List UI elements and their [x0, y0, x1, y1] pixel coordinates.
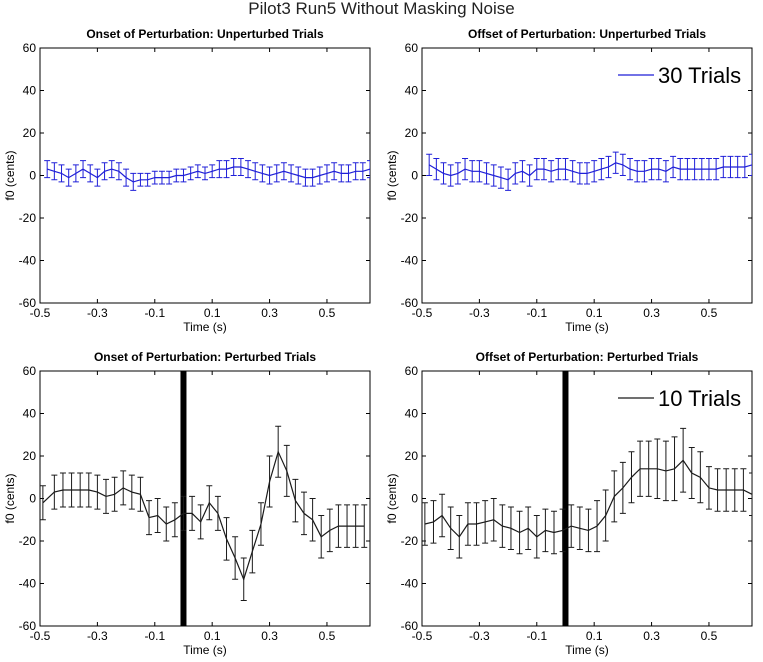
x-tick-label: -0.1	[144, 306, 165, 320]
error-bar	[749, 153, 752, 176]
y-tick-label: 60	[23, 41, 37, 55]
y-tick-label: 20	[23, 126, 37, 140]
y-tick-label: -40	[19, 577, 37, 591]
axes-box	[39, 370, 371, 627]
y-tick-label: -60	[19, 296, 37, 310]
series-line	[42, 450, 365, 582]
x-tick-label: 0.1	[204, 306, 221, 320]
x-tick-label: 0.1	[586, 629, 603, 643]
series-line	[47, 166, 370, 183]
y-tick-label: -60	[19, 619, 37, 633]
y-tick-label: -40	[401, 254, 419, 268]
x-tick-label: 0.1	[586, 306, 603, 320]
x-tick-label: -0.1	[144, 629, 165, 643]
y-tick-label: 20	[405, 126, 419, 140]
series-line	[424, 459, 752, 538]
y-tick-label: 60	[405, 364, 419, 378]
x-tick-label: -0.3	[87, 306, 108, 320]
x-axis-label: Time (s)	[183, 320, 227, 334]
x-tick-label: -0.3	[87, 629, 108, 643]
legend: 10 Trials	[618, 386, 741, 411]
y-tick-label: -20	[401, 534, 419, 548]
y-tick-label: 40	[405, 407, 419, 421]
chart-panel-1: -60 -40 -20 0 20 40 60 -0.5 -0.3 -0.1 0.1 0.3 0.5 Ons…	[3, 27, 371, 334]
x-tick-label: -0.3	[469, 306, 490, 320]
figure-title: Pilot3 Run5 Without Masking Noise	[248, 0, 515, 18]
y-tick-label: 40	[405, 84, 419, 98]
x-tick-label: -0.5	[30, 306, 51, 320]
x-tick-label: 0.3	[261, 629, 278, 643]
x-tick-label: 0.5	[701, 306, 718, 320]
y-tick-label: 0	[411, 492, 418, 506]
x-tick-label: 0.5	[319, 629, 336, 643]
x-tick-label: 0.3	[643, 629, 660, 643]
x-tick-label: -0.5	[412, 629, 433, 643]
legend-label: 30 Trials	[658, 63, 741, 88]
legend: 30 Trials	[618, 63, 741, 88]
x-tick-label: -0.5	[412, 306, 433, 320]
chart-panel-3: -60 -40 -20 0 20 40 60 -0.5 -0.3 -0.1 0.1 0.3 0.5 Ons…	[3, 350, 371, 657]
y-axis-label: f0 (cents)	[3, 473, 17, 523]
chart-title: Onset of Perturbation: Unperturbed Trial…	[86, 27, 324, 41]
y-tick-label: -60	[401, 619, 419, 633]
chart-title: Offset of Perturbation: Perturbed Trials	[476, 350, 699, 364]
x-tick-label: 0.5	[319, 306, 336, 320]
x-tick-label: -0.5	[30, 629, 51, 643]
y-axis-label: f0 (cents)	[3, 150, 17, 200]
x-axis-label: Time (s)	[565, 320, 609, 334]
plot-area	[44, 158, 370, 191]
x-axis-label: Time (s)	[183, 643, 227, 657]
error-bar	[367, 160, 370, 179]
x-tick-label: 0.1	[204, 629, 221, 643]
error-bar	[44, 160, 51, 179]
error-bar	[749, 472, 752, 516]
y-tick-label: 40	[23, 407, 37, 421]
error-bar	[426, 153, 433, 176]
plot-area	[422, 371, 752, 626]
y-tick-label: 0	[29, 492, 36, 506]
chart-title: Onset of Perturbation: Perturbed Trials	[94, 350, 316, 364]
y-tick-label: 0	[29, 169, 36, 183]
y-tick-label: 20	[405, 449, 419, 463]
y-tick-label: 60	[23, 364, 37, 378]
y-tick-label: -20	[19, 211, 37, 225]
chart-panel-4: -60 -40 -20 0 20 40 60 -0.5 -0.3 -0.1 0.1 0.3 0.5 Off…	[385, 350, 753, 657]
chart-panel-2: -60 -40 -20 0 20 40 60 -0.5 -0.3 -0.1 0.1 0.3 0.5 Off…	[385, 27, 753, 334]
series-line	[428, 162, 752, 181]
y-tick-label: 60	[405, 41, 419, 55]
x-tick-label: -0.1	[526, 306, 547, 320]
y-tick-label: -40	[19, 254, 37, 268]
y-tick-label: 0	[411, 169, 418, 183]
x-tick-label: -0.3	[469, 629, 490, 643]
legend-label: 10 Trials	[658, 386, 741, 411]
y-tick-label: -40	[401, 577, 419, 591]
chart-title: Offset of Perturbation: Unperturbed Tria…	[468, 27, 706, 41]
y-tick-label: 40	[23, 84, 37, 98]
x-tick-label: 0.3	[261, 306, 278, 320]
error-bar	[422, 502, 428, 546]
plot-area	[426, 151, 752, 191]
y-tick-label: 20	[23, 449, 37, 463]
x-tick-label: 0.5	[701, 629, 718, 643]
y-tick-label: -60	[401, 296, 419, 310]
y-axis-label: f0 (cents)	[385, 150, 399, 200]
x-tick-label: 0.3	[643, 306, 660, 320]
x-axis-label: Time (s)	[565, 643, 609, 657]
plot-area	[40, 371, 368, 626]
y-tick-label: -20	[19, 534, 37, 548]
x-tick-label: -0.1	[526, 629, 547, 643]
y-axis-label: f0 (cents)	[385, 473, 399, 523]
y-tick-label: -20	[401, 211, 419, 225]
